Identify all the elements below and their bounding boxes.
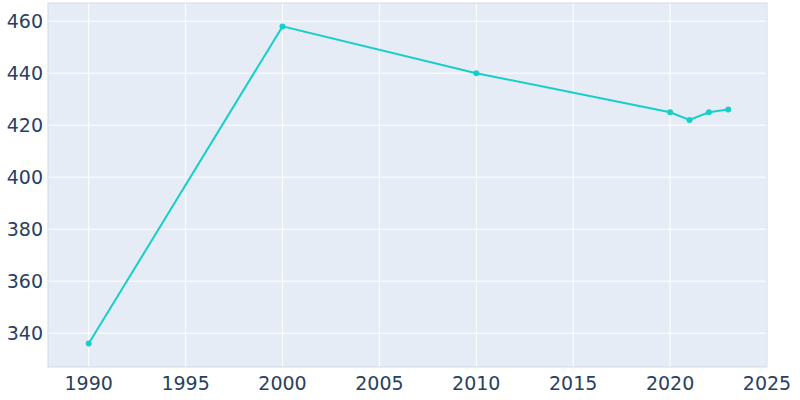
y-tick-label: 460: [7, 10, 43, 32]
plot-frame: [48, 3, 767, 367]
x-tick-label: 2015: [549, 372, 597, 394]
y-grid-line: [48, 125, 767, 126]
x-tick-label: 2000: [258, 372, 306, 394]
x-tick-label: 2020: [646, 372, 694, 394]
point: [279, 23, 285, 29]
y-grid-line: [48, 281, 767, 282]
y-grid-line: [48, 73, 767, 74]
point: [473, 70, 479, 76]
y-tick-label: 340: [7, 322, 43, 344]
x-tick-label: 1990: [65, 372, 113, 394]
y-tick-label: 360: [7, 270, 43, 292]
x-tick-label: 2025: [743, 372, 791, 394]
y-grid-line: [48, 229, 767, 230]
x-grid-line: [476, 3, 477, 367]
series-group: [86, 23, 732, 346]
chart: 1990 1995 2000 2005 2010 2015 2020 2025 340 360 38…: [0, 0, 800, 400]
x-tick-label: 2010: [452, 372, 500, 394]
y-tick-label: 440: [7, 62, 43, 84]
x-grid-line: [670, 3, 671, 367]
point: [86, 341, 92, 347]
x-grid-line: [282, 3, 283, 367]
point: [686, 117, 692, 123]
y-grid-line: [48, 21, 767, 22]
x-tick-label: 1995: [161, 372, 209, 394]
point: [725, 107, 731, 113]
x-tick-label: 2005: [355, 372, 403, 394]
y-grid-line: [48, 333, 767, 334]
y-tick-label: 400: [7, 166, 43, 188]
x-grid-line: [573, 3, 574, 367]
point: [667, 109, 673, 115]
y-grid-line: [48, 177, 767, 178]
point: [706, 109, 712, 115]
y-tick-label: 420: [7, 114, 43, 136]
plot-background: [48, 3, 767, 367]
x-grid-line: [88, 3, 89, 367]
y-tick-label: 380: [7, 218, 43, 240]
line: [89, 26, 729, 343]
x-grid-line: [379, 3, 380, 367]
